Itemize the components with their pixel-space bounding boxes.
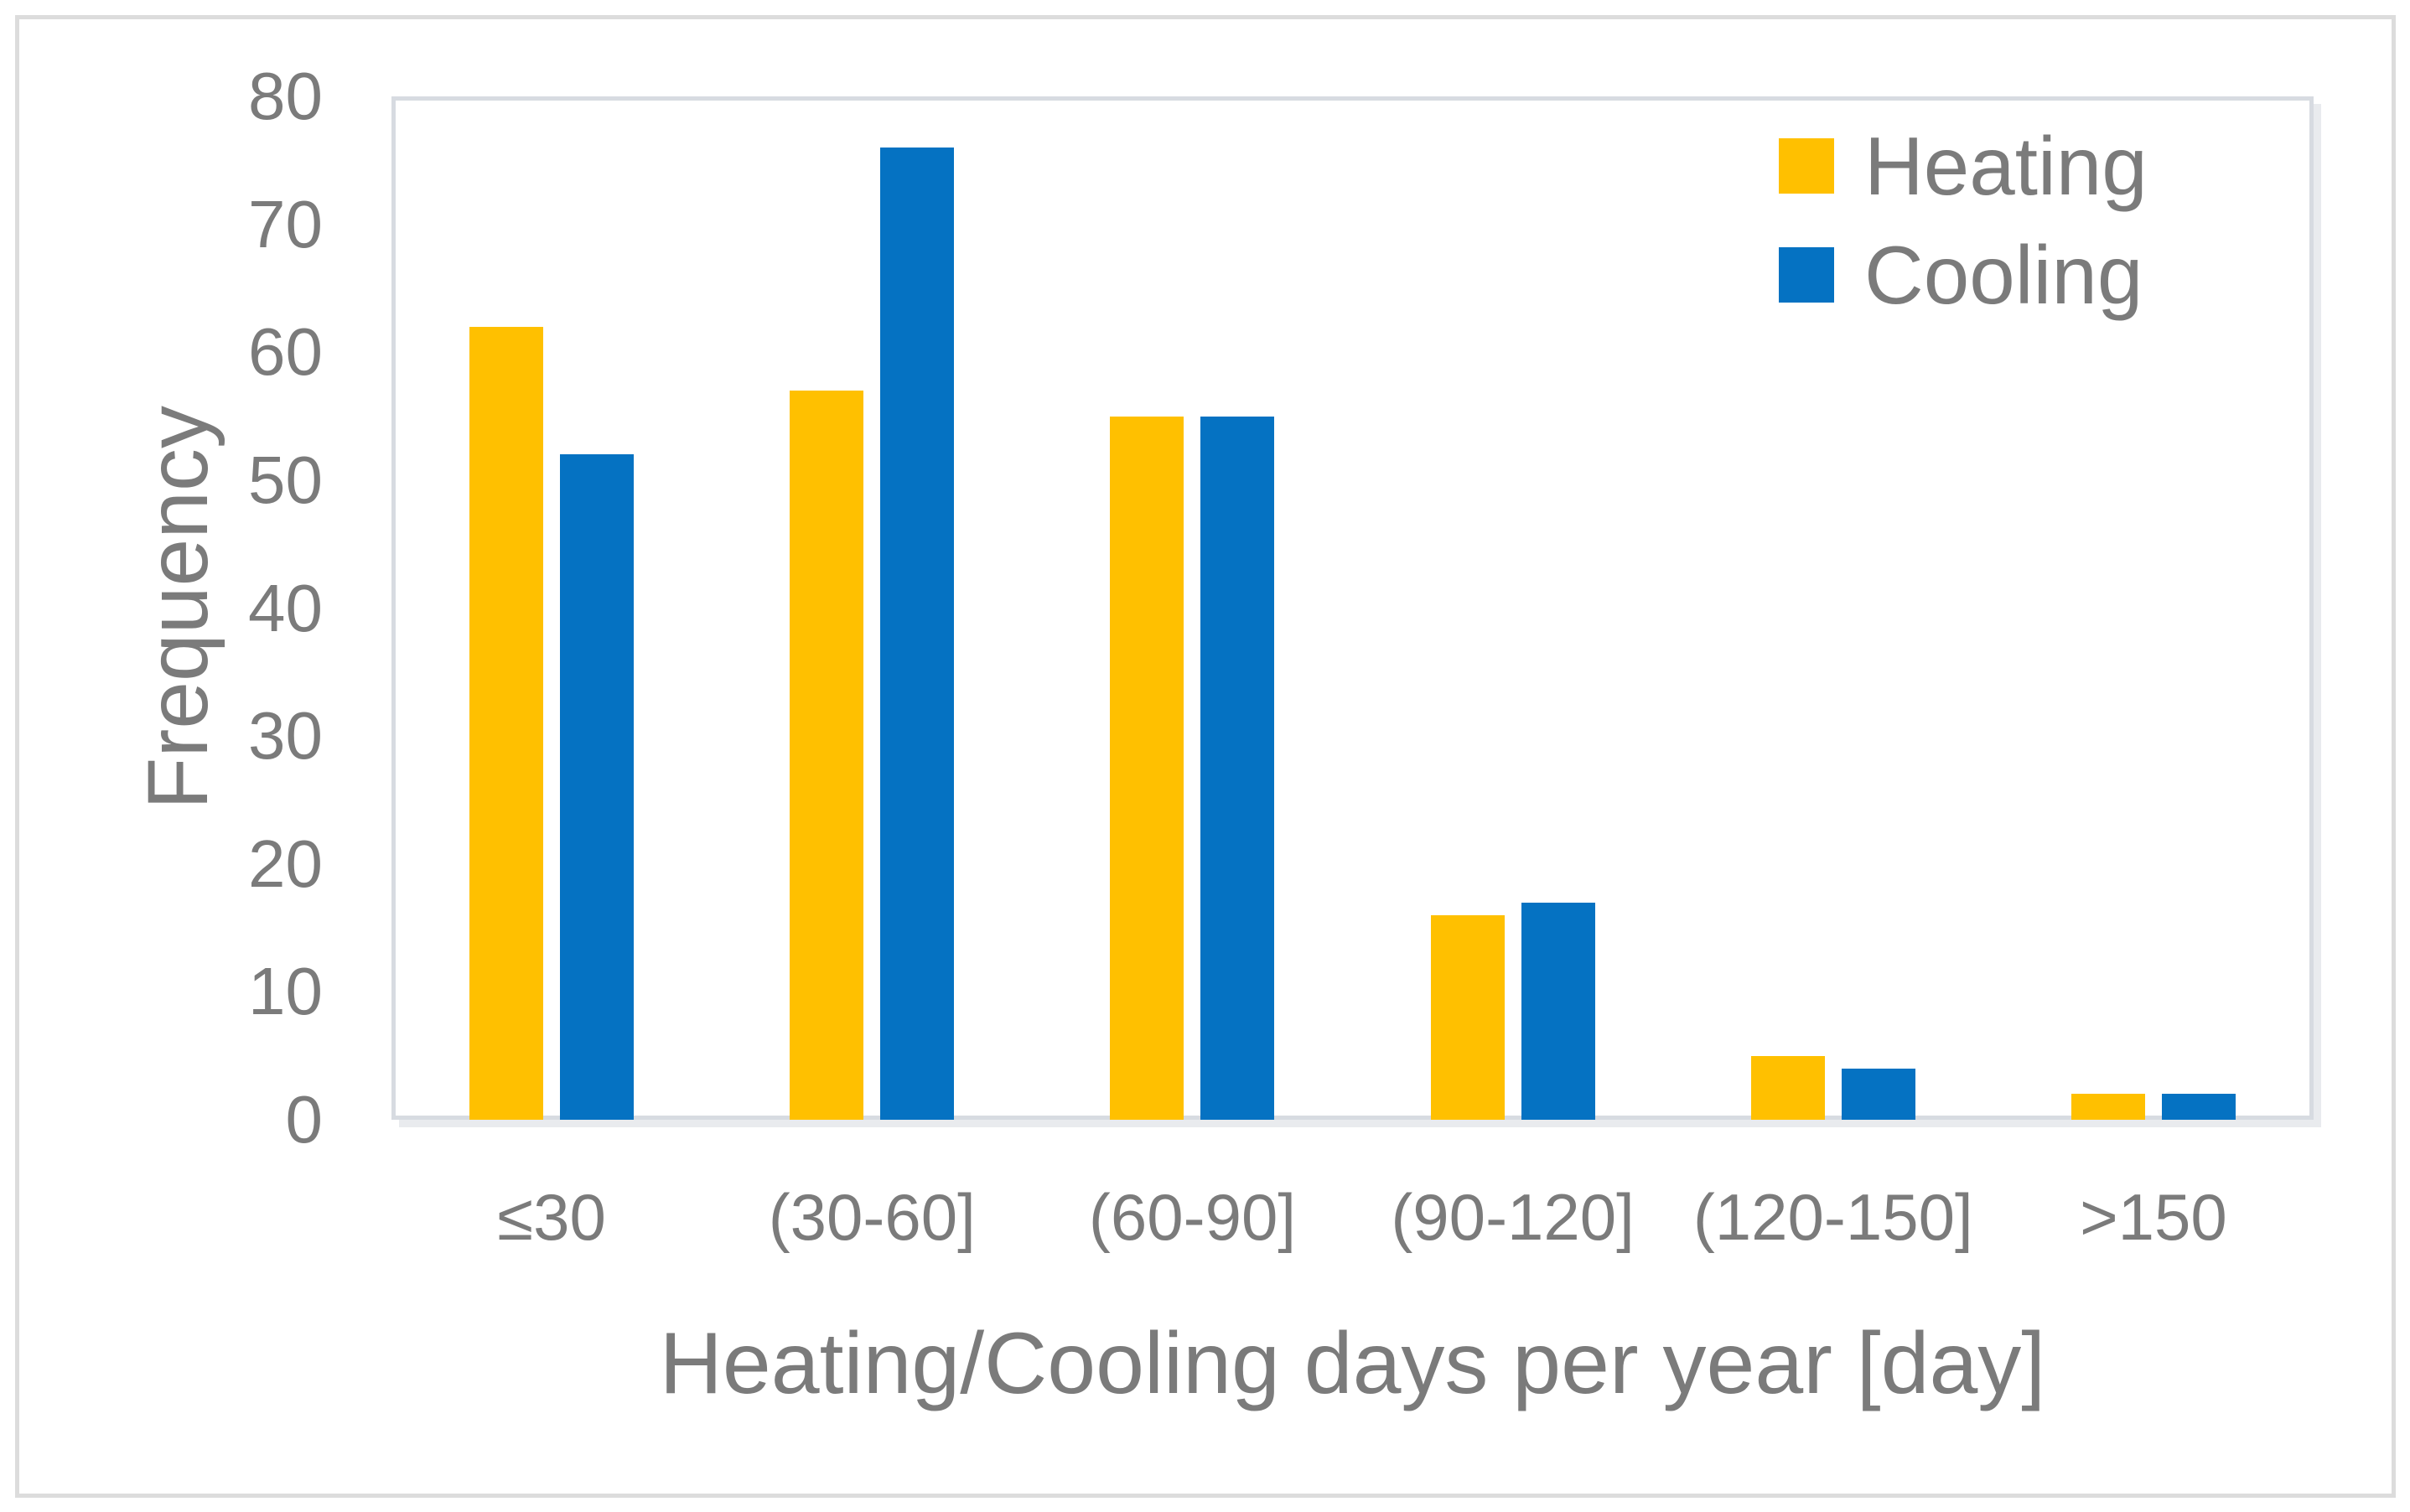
heating-bar <box>790 391 864 1120</box>
heating-bar <box>1110 417 1184 1120</box>
cooling-bar <box>1521 903 1595 1120</box>
y-tick-label-50: 50 <box>248 443 323 517</box>
cooling-swatch-icon <box>1779 247 1834 303</box>
cooling-bar <box>1841 1069 1915 1120</box>
y-tick-label-40: 40 <box>248 571 323 645</box>
legend-item-cooling: Cooling <box>1779 225 2148 325</box>
legend: Heating Cooling <box>1779 116 2148 325</box>
y-tick-label-0: 0 <box>285 1082 324 1157</box>
heating-bar <box>1750 1056 1825 1120</box>
heating-bar <box>2071 1094 2145 1120</box>
y-tick-label-80: 80 <box>248 59 323 133</box>
heating-bar <box>1430 915 1505 1120</box>
bars-container <box>391 96 2314 1120</box>
category-group-2 <box>712 96 1032 1120</box>
y-tick-label-70: 70 <box>248 187 323 261</box>
category-group-1 <box>391 96 712 1120</box>
y-tick-label-10: 10 <box>248 954 323 1028</box>
y-tick-label-60: 60 <box>248 314 323 389</box>
category-group-4 <box>1353 96 1673 1120</box>
category-group-6 <box>1993 96 2314 1120</box>
cooling-bar <box>2161 1094 2236 1120</box>
x-axis-tick-labels: ≤30 (30-60] (60-90] (90-120] (120-150] >150 <box>391 1175 2314 1259</box>
category-group-5 <box>1673 96 1993 1120</box>
cooling-bar <box>560 454 635 1120</box>
plot-area <box>391 96 2314 1120</box>
legend-item-heating: Heating <box>1779 116 2148 216</box>
legend-label: Heating <box>1864 120 2148 212</box>
x-axis-title: Heating/Cooling days per year [day] <box>659 1315 2046 1412</box>
x-tick-label: (30-60] <box>768 1180 976 1254</box>
y-tick-label-30: 30 <box>248 698 323 773</box>
x-tick-label: >150 <box>2080 1180 2227 1254</box>
heating-swatch-icon <box>1779 138 1834 194</box>
heating-bar <box>469 327 544 1120</box>
category-group-3 <box>1032 96 1352 1120</box>
x-tick-label: (90-120] <box>1391 1180 1635 1254</box>
x-tick-label: (120-150] <box>1692 1180 1973 1254</box>
legend-label: Cooling <box>1864 229 2143 321</box>
x-tick-label: ≤30 <box>497 1180 606 1254</box>
x-tick-label: (60-90] <box>1088 1180 1296 1254</box>
cooling-bar <box>1200 417 1275 1120</box>
cooling-bar <box>880 148 955 1120</box>
y-tick-label-20: 20 <box>248 826 323 901</box>
